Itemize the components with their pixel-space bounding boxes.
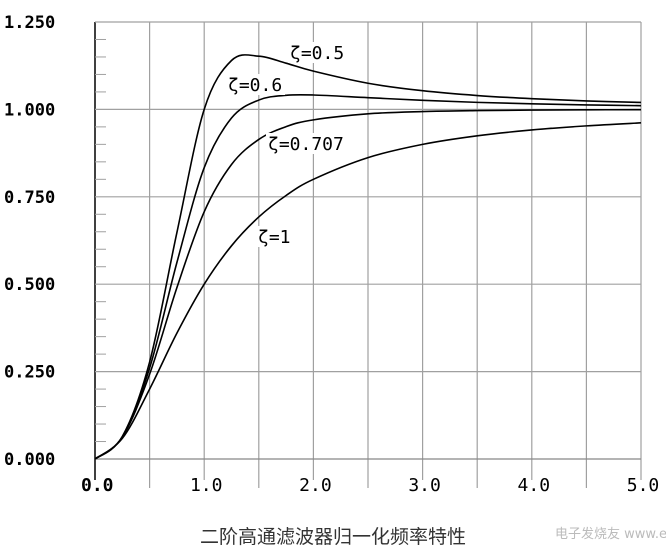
series-label-bg (226, 74, 285, 95)
x-tick-label: 2.0 (299, 475, 332, 496)
x-tick-label: 5.0 (627, 475, 660, 496)
y-tick-label: 1.000 (4, 100, 55, 120)
series-label: ζ=0.5 (290, 43, 344, 64)
series-label-bg (256, 226, 293, 247)
y-tick-label: 1.250 (4, 13, 55, 33)
series-label: ζ=1 (258, 227, 291, 248)
y-tick-label: 0.750 (4, 188, 55, 208)
x-tick-label: 1.0 (190, 475, 223, 496)
series-line-2 (94, 108, 642, 460)
tick-labels: 0.000 0.250 0.500 0.750 1.000 1.250 0.0 1.0 2.0 3… (4, 13, 659, 496)
x-tick-label: 4.0 (518, 475, 551, 496)
chart-title: 二阶高通滤波器归一化频率特性 (200, 526, 466, 548)
series-labels: ζ=0.5 ζ=0.6 ζ=0.707 ζ=1 (226, 42, 347, 248)
series-label: ζ=0.707 (268, 134, 344, 155)
series-line-3 (94, 122, 642, 460)
y-tick-label: 0.000 (4, 450, 55, 470)
curves (94, 54, 642, 460)
series-label-bg (266, 133, 347, 154)
watermark: 电子发烧友 www.elecfans.com (555, 526, 666, 542)
series-label: ζ=0.6 (228, 75, 282, 96)
series-line-1 (94, 93, 642, 460)
x-tick-label: 0.0 (81, 475, 114, 496)
series-line-0 (94, 54, 642, 460)
series-label-bg (288, 42, 347, 63)
y-tick-label: 0.250 (4, 363, 55, 383)
x-tick-label: 3.0 (408, 475, 441, 496)
grid (94, 21, 642, 488)
y-tick-label: 0.500 (4, 275, 55, 295)
